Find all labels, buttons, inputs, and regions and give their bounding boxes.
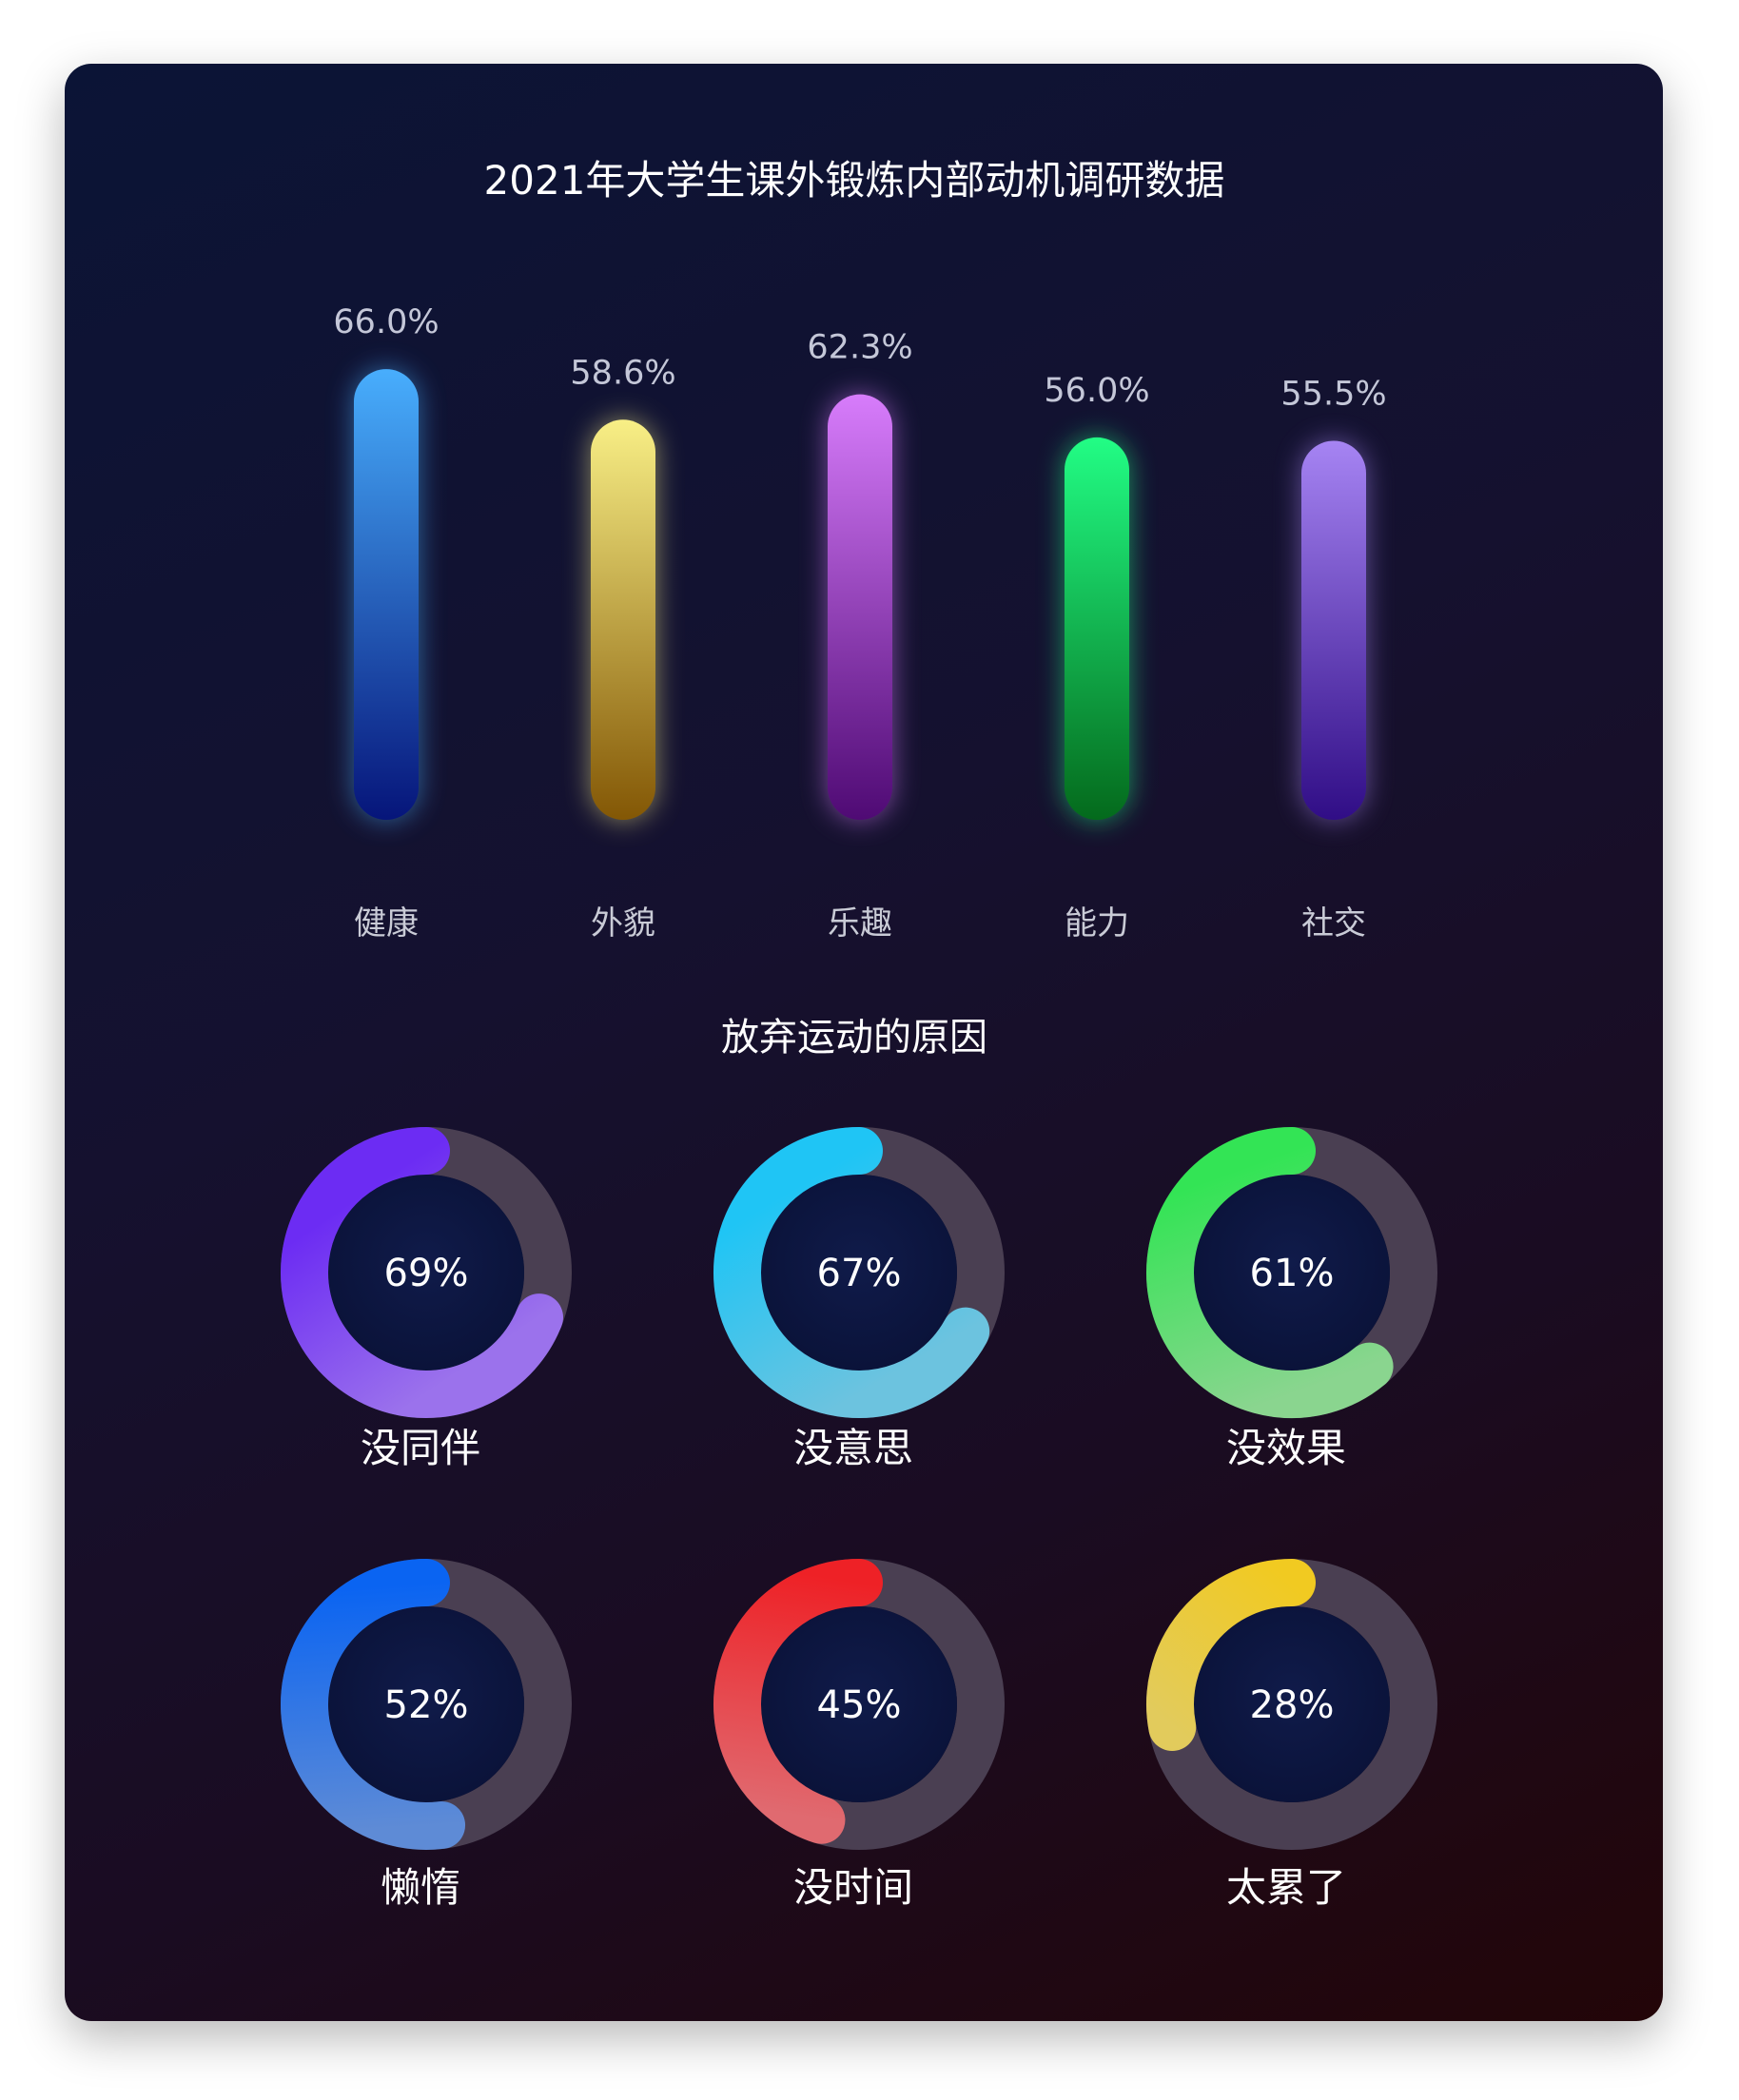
donut-没时间: 45% 没时间 (713, 1559, 1005, 1911)
bar-value-label: 55.5% (1280, 376, 1386, 414)
donut-arc (281, 1559, 466, 1850)
donut-value-label: 69% (384, 1252, 469, 1295)
bar-category-label: 外貌 (591, 904, 655, 943)
bar-健康: 66.0% 健康 (333, 303, 439, 943)
donut-value-label: 52% (384, 1683, 469, 1727)
donut-arc (713, 1127, 990, 1418)
donut-section-title: 放弃运动的原因 (721, 1016, 987, 1060)
donut-inner (1194, 1606, 1390, 1802)
bar-value-label: 62.3% (807, 329, 912, 367)
bar-value-label: 58.6% (570, 354, 675, 392)
donut-category-label: 太累了 (1226, 1864, 1346, 1911)
bar-外貌: 58.6% 外貌 (570, 354, 675, 943)
bar-mark (354, 369, 419, 820)
bar-category-label: 乐趣 (828, 904, 892, 943)
donut-arc (1146, 1127, 1394, 1418)
bar-value-label: 66.0% (333, 303, 439, 341)
bar-mark (1065, 437, 1129, 820)
donut-没同伴: 69% 没同伴 (281, 1127, 572, 1471)
donut-category-label: 没效果 (1226, 1425, 1346, 1471)
donut-category-label: 没意思 (793, 1425, 913, 1471)
bar-value-label: 56.0% (1044, 372, 1149, 410)
bar-能力: 56.0% 能力 (1044, 372, 1149, 943)
bar-社交: 55.5% 社交 (1280, 376, 1386, 943)
bar-chart: 66.0% 健康 58.6% 外貌 62.3% 乐趣 56.0% 能力 55.5% 社交 (333, 303, 1386, 943)
bar-mark (1301, 440, 1366, 820)
bar-乐趣: 62.3% 乐趣 (807, 329, 912, 943)
donut-charts: 69% 没同伴 67% 没意思 61% 没效果 52% 懒惰 45% 没时间 28% 太累了 (281, 1127, 1437, 1911)
bar-category-label: 健康 (354, 904, 419, 943)
donut-太累了: 28% 太累了 (1146, 1559, 1437, 1911)
donut-arc (713, 1559, 883, 1844)
bar-mark (828, 394, 892, 820)
donut-inner (1194, 1175, 1390, 1371)
donut-懒惰: 52% 懒惰 (281, 1559, 572, 1911)
infographic-card: 2021年大学生课外锻炼内部动机调研数据 66.0% 健康 58.6% 外貌 62.3%… (65, 64, 1663, 2021)
donut-没效果: 61% 没效果 (1146, 1127, 1437, 1471)
bar-chart-title: 2021年大学生课外锻炼内部动机调研数据 (484, 157, 1225, 204)
bar-category-label: 能力 (1065, 904, 1129, 943)
donut-arc (281, 1127, 564, 1418)
donut-inner (761, 1606, 957, 1802)
donut-value-label: 28% (1250, 1683, 1335, 1727)
bar-category-label: 社交 (1301, 904, 1366, 943)
donut-inner (761, 1175, 957, 1371)
donut-value-label: 67% (817, 1252, 902, 1295)
donut-arc (1146, 1559, 1316, 1751)
donut-category-label: 懒惰 (381, 1864, 460, 1911)
donut-inner (328, 1606, 524, 1802)
donut-value-label: 61% (1250, 1252, 1335, 1295)
donut-inner (328, 1175, 524, 1371)
bar-mark (591, 419, 655, 820)
infographic-canvas: 2021年大学生课外锻炼内部动机调研数据 66.0% 健康 58.6% 外貌 62.3%… (281, 157, 1437, 1911)
donut-category-label: 没时间 (793, 1864, 913, 1911)
donut-category-label: 没同伴 (361, 1425, 480, 1471)
donut-没意思: 67% 没意思 (713, 1127, 1005, 1471)
donut-value-label: 45% (817, 1683, 902, 1727)
